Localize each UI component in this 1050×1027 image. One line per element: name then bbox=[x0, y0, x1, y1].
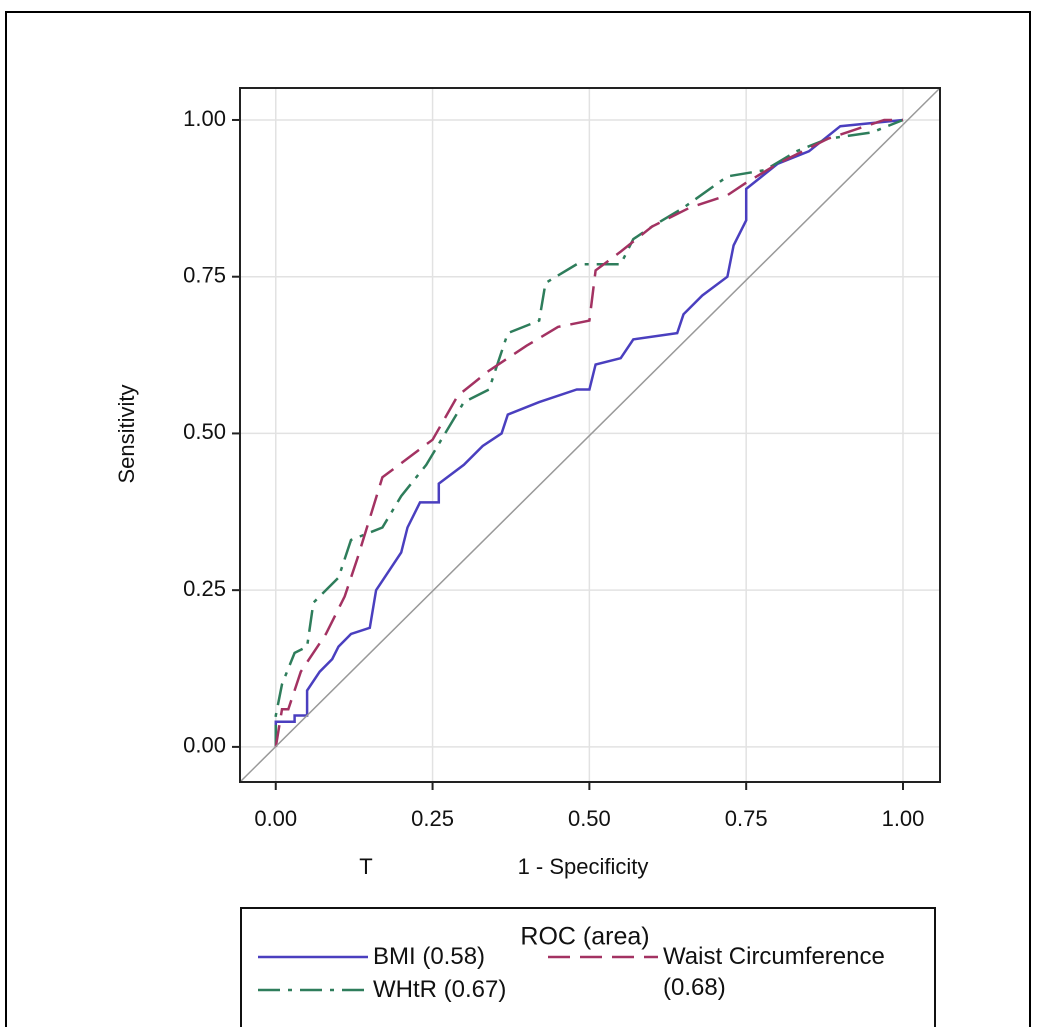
y-tick-label: 0.00 bbox=[183, 733, 226, 758]
roc-curve bbox=[274, 118, 904, 747]
x-tick-label: 1.00 bbox=[882, 806, 925, 831]
y-axis-label: Sensitivity bbox=[114, 384, 139, 483]
roc-curve bbox=[274, 118, 903, 748]
roc-curve bbox=[274, 118, 904, 747]
y-tick-label: 0.25 bbox=[183, 576, 226, 601]
legend-title: ROC (area) bbox=[520, 923, 649, 951]
x-axis-label: 1 - Specificity bbox=[518, 854, 649, 879]
annotation: T bbox=[359, 854, 372, 879]
y-tick-label: 0.75 bbox=[183, 263, 226, 288]
x-tick-label: 0.00 bbox=[254, 806, 297, 831]
legend-label: Waist Circumference (0.68) bbox=[663, 943, 885, 1001]
reference-diagonal bbox=[239, 87, 941, 783]
y-tick-label: 1.00 bbox=[183, 106, 226, 131]
legend-label: WHtR (0.67) bbox=[373, 976, 507, 1003]
x-tick-label: 0.50 bbox=[568, 806, 611, 831]
legend-label: BMI (0.58) bbox=[373, 943, 486, 970]
x-tick-label: 0.75 bbox=[725, 806, 768, 831]
outer-frame bbox=[5, 11, 1031, 1027]
x-tick-label: 0.25 bbox=[411, 806, 454, 831]
legend-box bbox=[240, 907, 936, 1027]
y-tick-label: 0.50 bbox=[183, 419, 226, 444]
plot-layer bbox=[240, 88, 940, 782]
